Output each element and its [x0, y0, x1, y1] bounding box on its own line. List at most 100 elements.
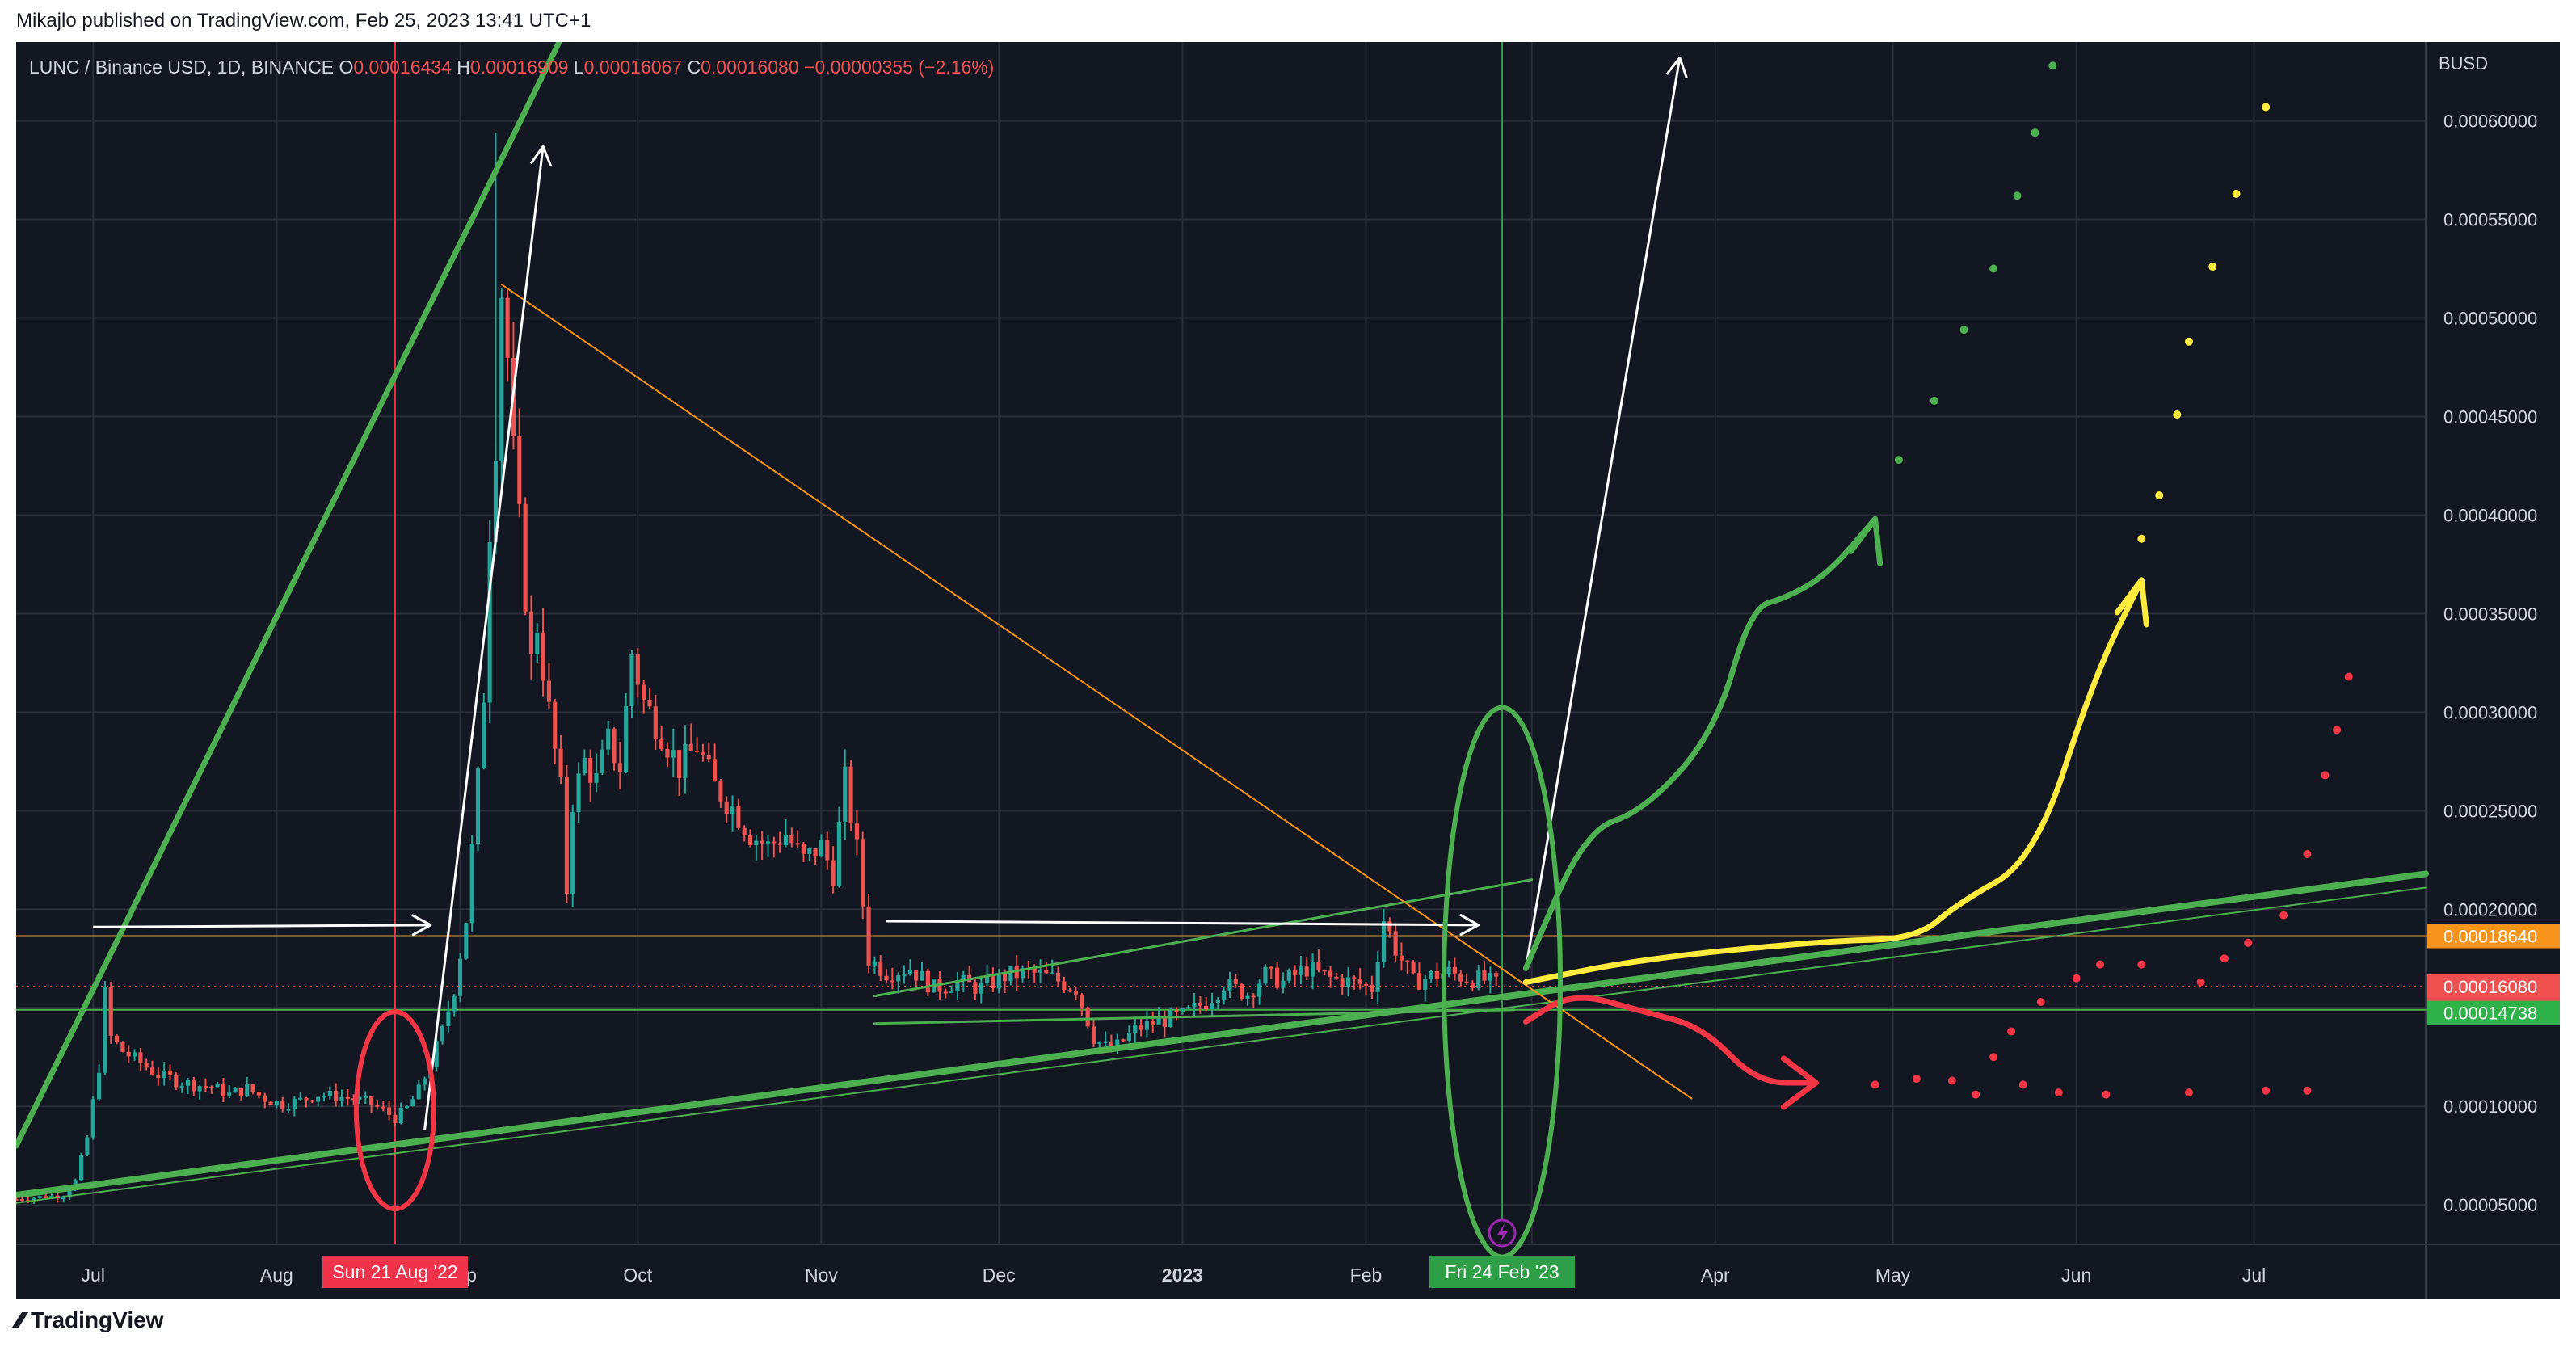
candle-body: [1434, 971, 1439, 979]
candle-body: [192, 1080, 196, 1092]
candle-body: [203, 1086, 208, 1088]
candle: [351, 1094, 356, 1105]
candle-body: [1286, 970, 1291, 981]
candle: [653, 694, 658, 750]
candle: [659, 725, 664, 751]
candle-body: [1073, 990, 1079, 995]
candle-body: [221, 1084, 226, 1096]
candle: [138, 1047, 143, 1071]
candle: [357, 1089, 362, 1105]
candle-body: [1352, 977, 1357, 979]
candle-body: [742, 827, 747, 835]
candle-body: [612, 728, 617, 764]
candle: [582, 749, 587, 776]
candle-body: [683, 743, 688, 778]
candle-body: [570, 812, 575, 894]
candle-body: [1144, 1021, 1149, 1030]
green-dot: [1930, 396, 1938, 405]
candle: [1446, 960, 1451, 978]
candle: [1488, 966, 1492, 994]
candle-body: [677, 750, 682, 778]
candle: [174, 1072, 179, 1091]
candle: [1198, 995, 1202, 1014]
candle: [126, 1045, 131, 1063]
candle-body: [79, 1155, 84, 1181]
candle: [949, 985, 954, 994]
candle-body: [1393, 931, 1398, 956]
change-value: −0.00000355 (−2.16%): [804, 57, 995, 78]
candle: [381, 1101, 385, 1112]
x-tick-label: Aug: [260, 1265, 293, 1286]
candle-body: [475, 768, 481, 844]
white-arrowhead-3: [1459, 913, 1480, 936]
red-dot: [2333, 726, 2342, 734]
candle-body: [286, 1109, 291, 1111]
candle: [416, 1080, 421, 1100]
candle-body: [1085, 1007, 1090, 1027]
candle: [1452, 957, 1457, 981]
red-dot: [1912, 1075, 1921, 1084]
candle: [872, 956, 877, 974]
candle-body: [973, 982, 978, 994]
candlestick-chart[interactable]: 0.000050000.000100000.000150000.00020000…: [16, 42, 2560, 1299]
candle: [422, 1076, 427, 1091]
candle-body: [1139, 1025, 1143, 1030]
green-dot: [2013, 191, 2022, 200]
candle-body: [1121, 1039, 1126, 1042]
candle: [1038, 959, 1043, 983]
candle: [475, 766, 481, 852]
candle: [677, 750, 682, 796]
candle-body: [688, 743, 693, 751]
candle: [558, 734, 563, 785]
candle-body: [985, 976, 990, 983]
candle-body: [1299, 966, 1303, 975]
y-tick-label: 0.00050000: [2443, 309, 2537, 329]
candle-body: [1405, 960, 1410, 963]
candle: [446, 1000, 451, 1033]
candle-body: [1091, 1026, 1096, 1044]
red-dot: [1947, 1076, 1956, 1085]
footer-brand[interactable]: ⁄⁄⁄ TradingView: [16, 1307, 163, 1333]
candle-body: [375, 1105, 380, 1107]
candle-body: [505, 297, 510, 358]
candle-body: [1464, 981, 1469, 983]
candle-body: [777, 843, 782, 845]
candle: [375, 1100, 380, 1110]
candle-body: [209, 1086, 214, 1088]
candle: [1340, 974, 1345, 995]
candle-body: [1204, 1005, 1209, 1010]
candle-body: [1168, 1010, 1173, 1028]
candle: [1357, 968, 1362, 990]
candle-body: [238, 1088, 243, 1096]
candle-body: [268, 1101, 273, 1105]
candle: [298, 1092, 303, 1101]
candle: [807, 847, 812, 861]
candle: [1405, 960, 1410, 974]
candle: [457, 953, 463, 1003]
candle: [304, 1096, 309, 1108]
tradingview-logo-icon: ⁄⁄⁄: [16, 1307, 24, 1332]
red-dot: [1871, 1080, 1879, 1089]
candle: [825, 831, 830, 870]
candle-body: [1003, 973, 1008, 982]
candle-body: [103, 987, 107, 1073]
red-dot: [2072, 974, 2081, 983]
candle-body: [878, 961, 883, 976]
candle-body: [97, 1072, 102, 1100]
candle: [1393, 924, 1398, 962]
red-dot: [2007, 1027, 2016, 1036]
candle-body: [665, 748, 670, 758]
candle-body: [907, 970, 912, 975]
candle: [1251, 993, 1256, 1009]
red-dot: [1972, 1090, 1980, 1099]
candle: [1387, 917, 1392, 938]
candle: [440, 1024, 445, 1045]
candle-body: [843, 766, 848, 822]
candle: [1008, 966, 1013, 986]
candle: [103, 980, 107, 1075]
candle: [1162, 1011, 1167, 1038]
candle-body: [1014, 966, 1019, 979]
candle-body: [600, 749, 604, 773]
candle-body: [1222, 991, 1227, 1000]
low-value: 0.00016067: [583, 57, 683, 78]
